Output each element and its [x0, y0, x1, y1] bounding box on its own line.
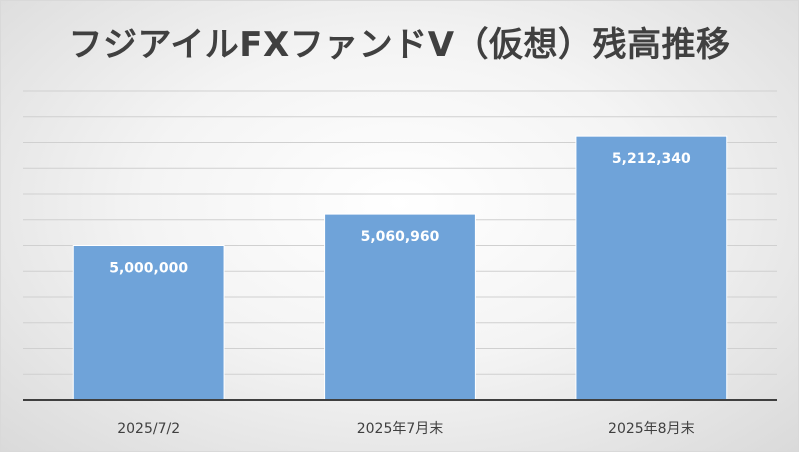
bar-data-label: 5,000,000: [109, 261, 188, 277]
bar: [324, 213, 476, 401]
x-tick-labels: 2025/7/2 2025年7月末 2025年8月末: [117, 421, 694, 437]
x-tick-label: 2025年7月末: [357, 421, 444, 437]
bar-data-label: 5,060,960: [361, 229, 440, 245]
x-tick-label: 2025/7/2: [117, 421, 180, 437]
bars: 5,000,000 5,060,960 5,212,340: [72, 135, 728, 401]
bar: [575, 135, 728, 401]
bar: [72, 245, 225, 401]
bar-data-label: 5,212,340: [612, 151, 691, 167]
chart-title: フジアイルFXファンドⅤ（仮想）残高推移: [68, 25, 731, 65]
x-tick-label: 2025年8月末: [608, 421, 695, 437]
